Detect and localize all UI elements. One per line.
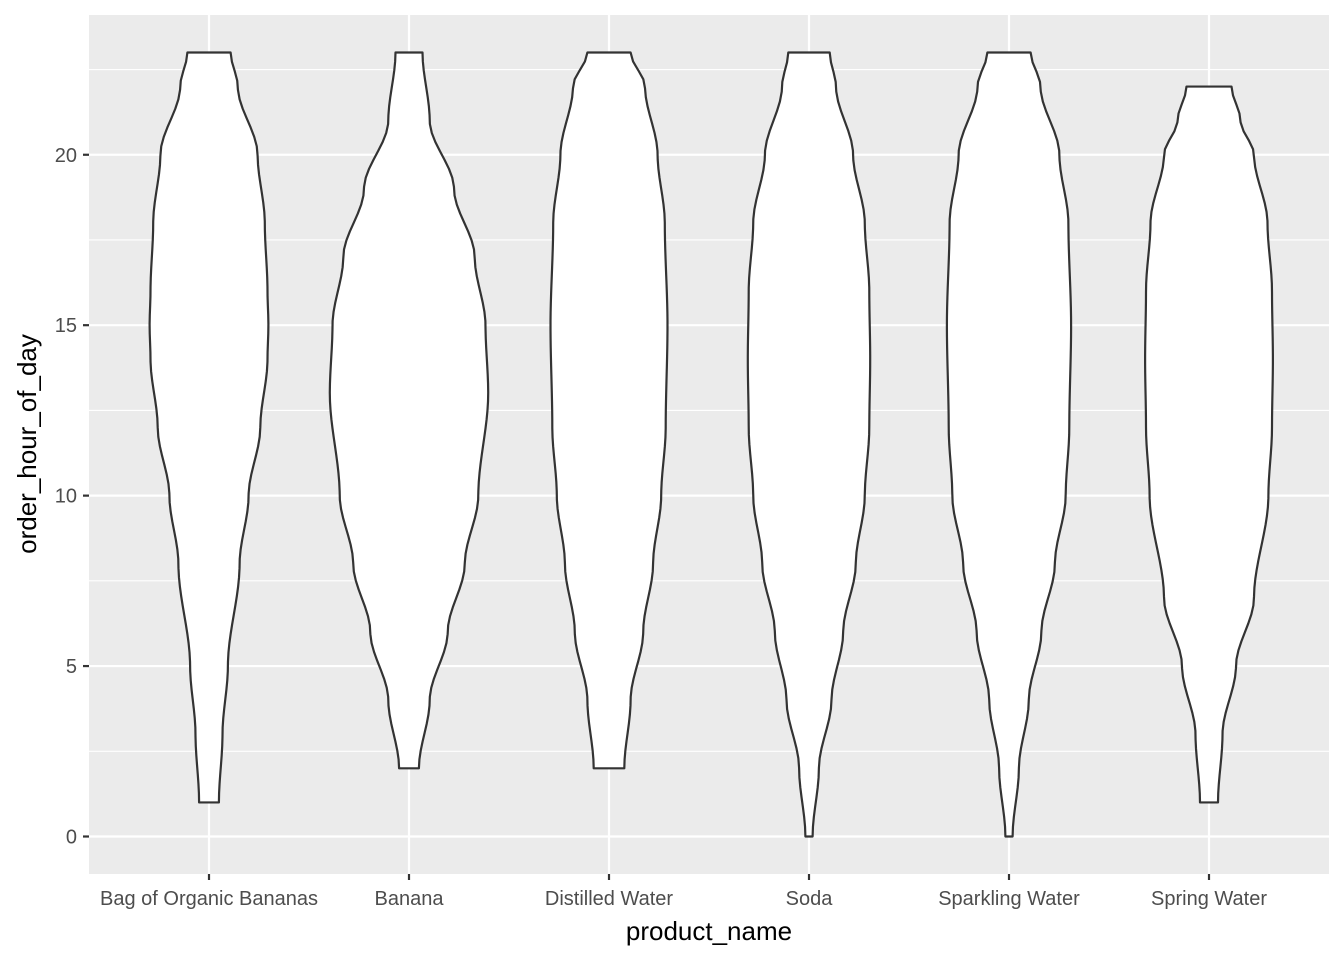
y-axis-title: order_hour_of_day — [12, 334, 42, 554]
violins — [148, 51, 1274, 838]
y-tick-label: 0 — [66, 827, 77, 849]
x-tick-label: Distilled Water — [545, 888, 674, 910]
axes: 0 5 10 15 20 Bag of Organic Bananas Banana Dist… — [55, 145, 1268, 910]
x-tick-label: Spring Water — [1151, 888, 1267, 910]
y-tick-label: 20 — [55, 145, 77, 167]
violin-distilled-water — [549, 51, 669, 770]
plot-panel — [89, 15, 1329, 874]
x-tick-label: Banana — [375, 888, 445, 910]
violin-banana — [328, 51, 490, 770]
violin-spring-water — [1144, 85, 1274, 804]
violin-sparkling-water — [945, 51, 1073, 838]
x-tick-label: Bag of Organic Bananas — [100, 888, 318, 910]
violin-soda — [746, 51, 872, 838]
x-tick-label: Sparkling Water — [938, 888, 1080, 910]
violin-bag-of-organic-bananas — [148, 51, 270, 804]
y-tick-label: 5 — [66, 656, 77, 678]
y-tick-label: 10 — [55, 486, 77, 508]
x-tick-label: Soda — [786, 888, 834, 910]
y-tick-label: 15 — [55, 315, 77, 337]
x-axis-title: product_name — [626, 916, 792, 946]
